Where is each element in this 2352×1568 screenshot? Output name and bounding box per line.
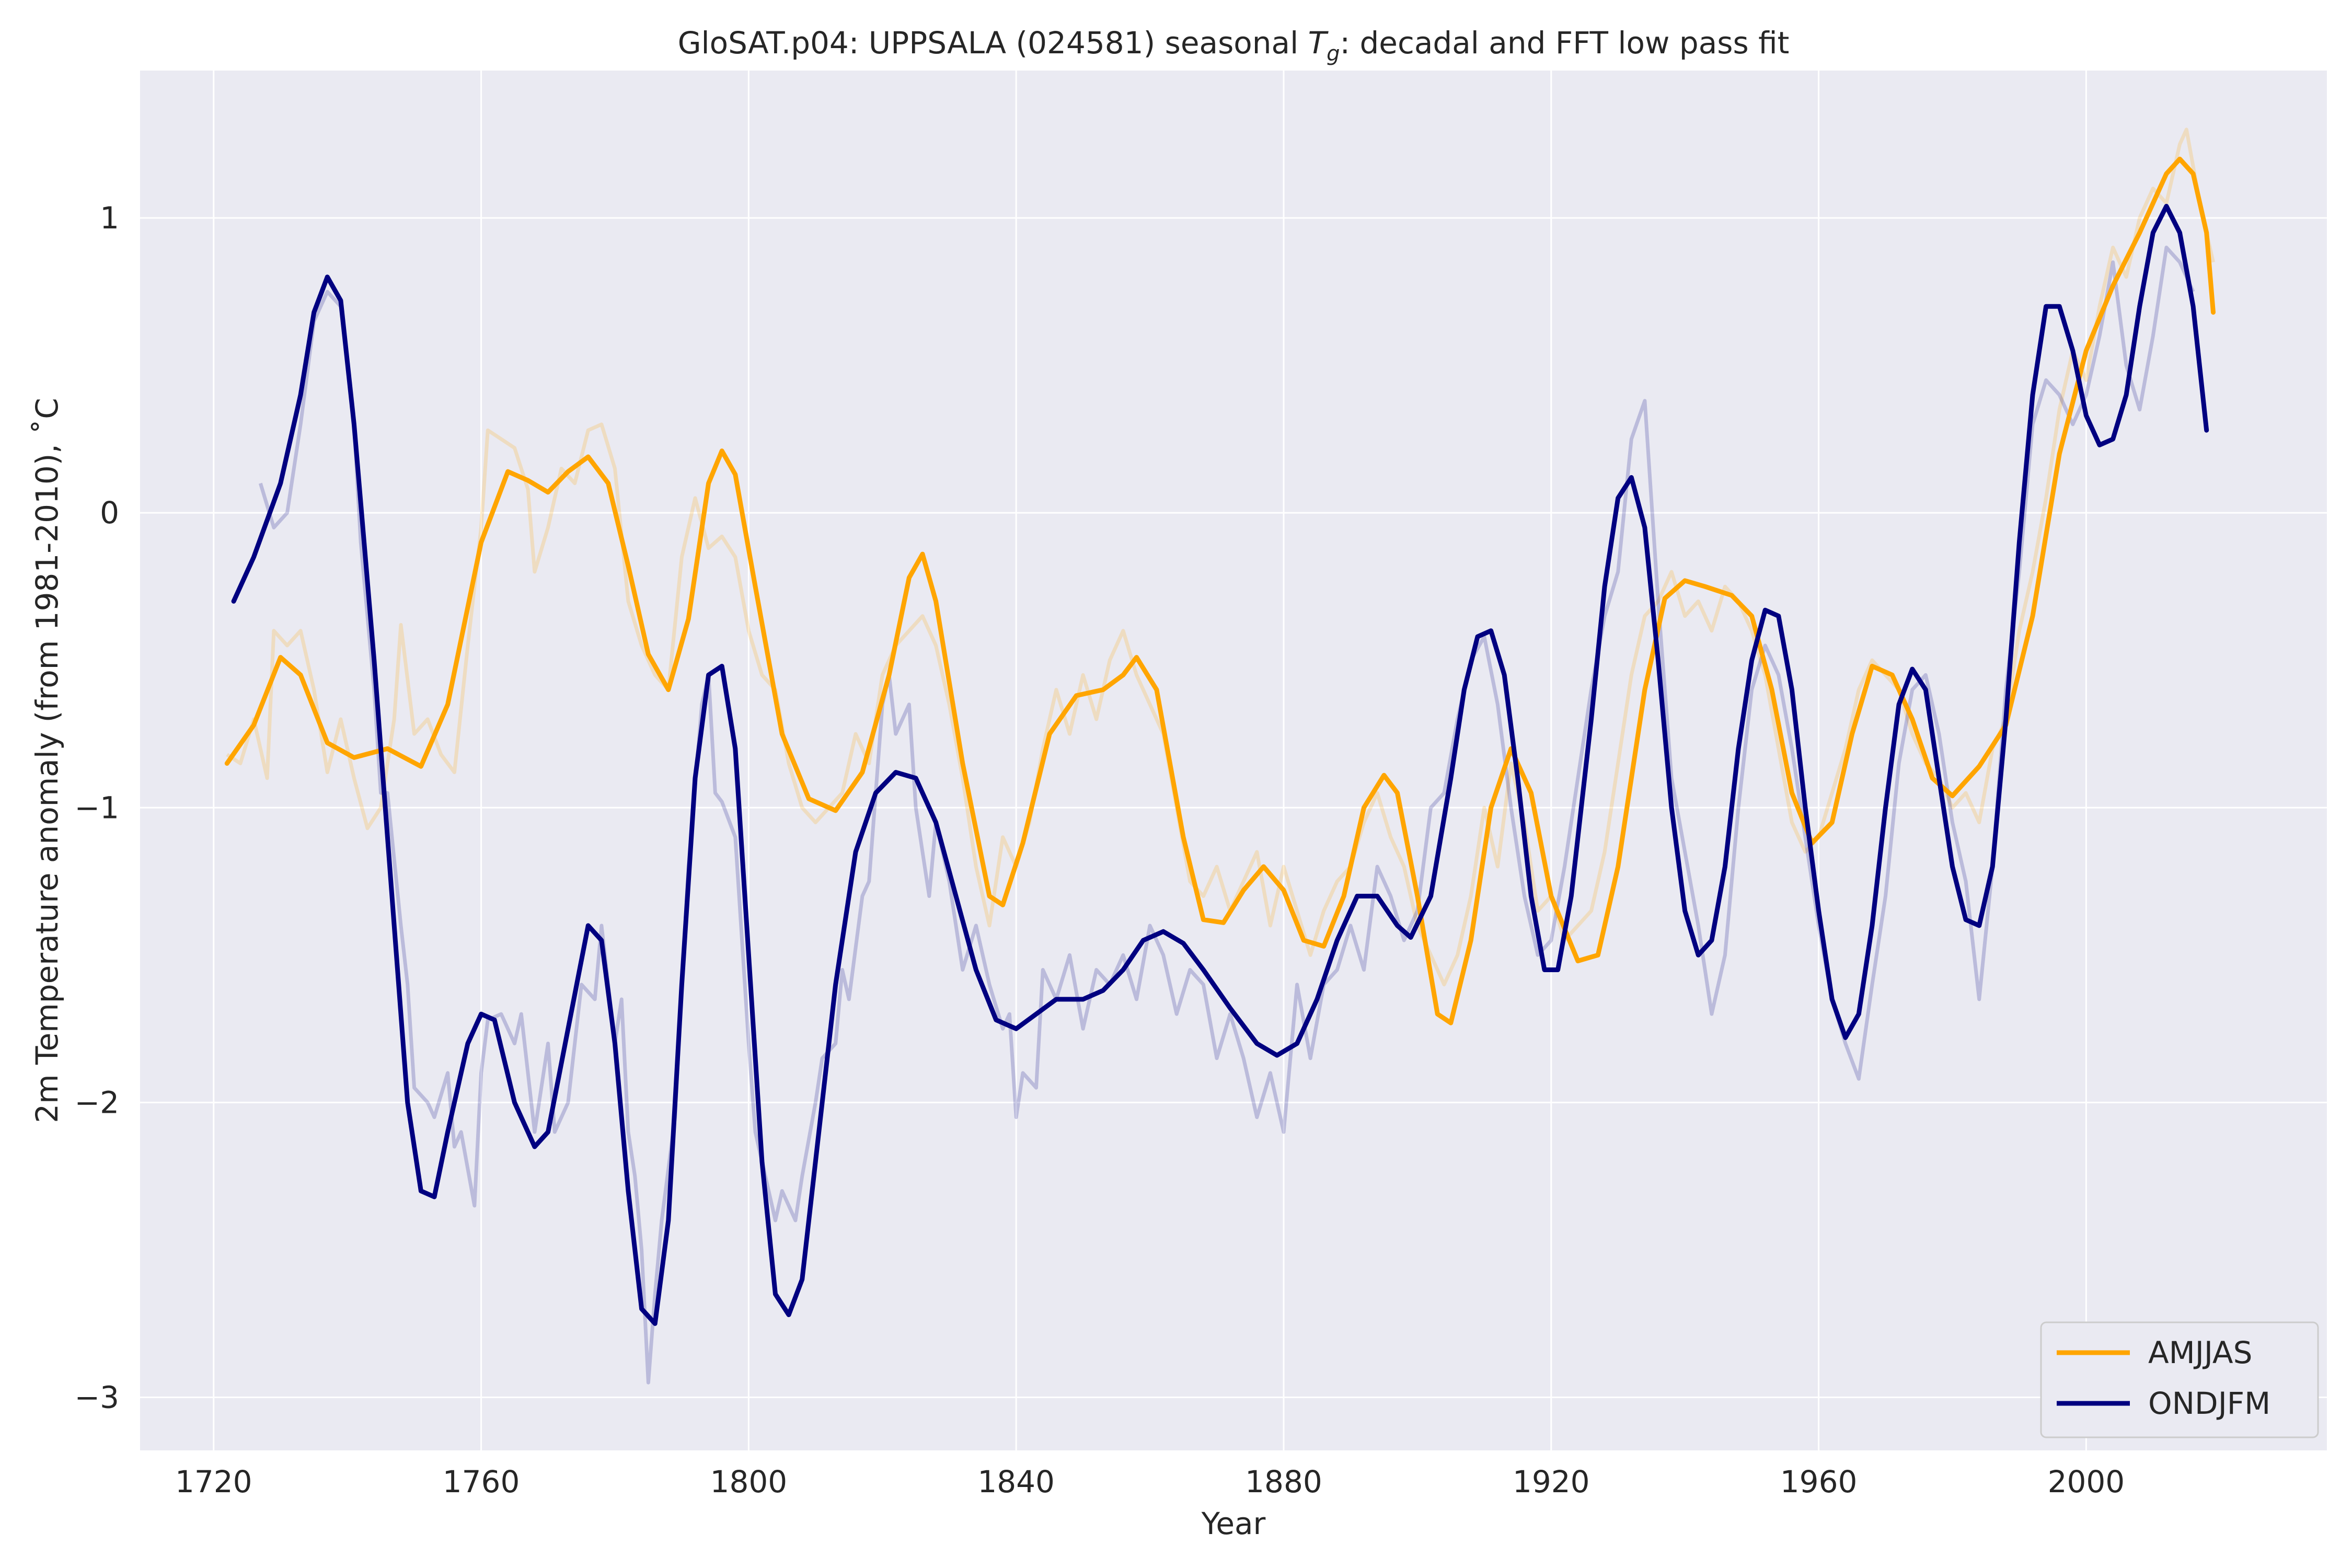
x-axis-ticks: 1720 1760 1800 1840 1880 1920 1960 2000 bbox=[175, 1464, 2125, 1500]
plot-area bbox=[140, 71, 2327, 1450]
y-tick-label: −3 bbox=[75, 1379, 120, 1415]
x-tick-label: 1760 bbox=[443, 1464, 520, 1500]
series-amjjas-smooth bbox=[224, 156, 2216, 1025]
x-tick-label: 1720 bbox=[175, 1464, 252, 1500]
gridlines bbox=[140, 71, 2327, 1450]
y-tick-label: 0 bbox=[100, 495, 119, 531]
legend-label-amjjas: AMJJAS bbox=[2148, 1335, 2252, 1370]
x-tick-label: 2000 bbox=[2048, 1464, 2125, 1500]
legend-label-ondjfm: ONDJFM bbox=[2148, 1386, 2270, 1421]
y-axis-label: 2m Temperature anomaly (from 1981-2010),… bbox=[29, 398, 65, 1123]
x-tick-label: 1960 bbox=[1780, 1464, 1858, 1500]
title-subscript: g bbox=[1327, 42, 1340, 66]
y-tick-label: 1 bbox=[100, 200, 119, 236]
title-variable: T bbox=[1308, 25, 1329, 61]
x-tick-label: 1880 bbox=[1245, 1464, 1322, 1500]
y-axis-ticks: −3 −2 −1 0 1 bbox=[75, 200, 120, 1415]
series-ondjfm-smooth bbox=[231, 204, 2209, 1326]
series-lines bbox=[224, 128, 2216, 1385]
x-tick-label: 1920 bbox=[1513, 1464, 1590, 1500]
legend: AMJJAS ONDJFM bbox=[2040, 1321, 2319, 1438]
x-tick-label: 1840 bbox=[977, 1464, 1055, 1500]
chart-title: GloSAT.p04: UPPSALA (024581) seasonal Tg… bbox=[678, 25, 1790, 66]
x-tick-label: 1800 bbox=[710, 1464, 788, 1500]
y-tick-label: −2 bbox=[75, 1085, 120, 1120]
y-tick-label: −1 bbox=[75, 790, 120, 825]
x-axis-label: Year bbox=[1201, 1506, 1266, 1541]
